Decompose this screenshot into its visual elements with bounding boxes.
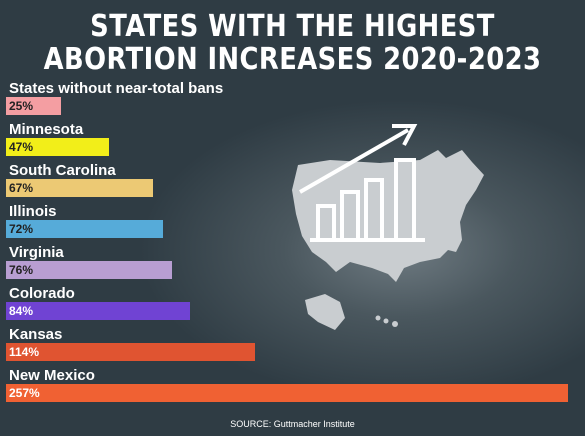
bar-chart-icon [310,158,425,242]
bar [6,302,190,320]
bar [6,384,568,402]
bar [6,220,164,238]
bar [6,97,61,115]
chart-title-line-1: STATES WITH THE HIGHEST [90,9,495,44]
category-label: Illinois [9,203,57,220]
bar-value-label: 76% [9,263,34,277]
alaska-icon [305,294,345,330]
bar [6,261,173,279]
bar-value-label: 257% [9,386,40,400]
up-arrow-icon [299,124,418,194]
source-note: SOURCE: Guttmacher Institute [230,419,355,429]
category-label: South Carolina [9,162,116,179]
category-label: States without near-total bans [9,80,224,97]
hawaii-icon [375,315,398,327]
bar-value-label: 47% [9,140,34,154]
bar [6,343,256,361]
bar [6,138,109,156]
category-label: Colorado [9,285,75,302]
category-label: Minnesota [9,121,84,138]
bar [6,179,153,197]
us-map-icon [292,150,484,282]
category-label: Virginia [9,244,64,261]
bar-value-label: 25% [9,99,34,113]
bar-value-label: 72% [9,222,34,236]
category-label: Kansas [9,326,63,343]
category-label: New Mexico [9,367,95,384]
bar-value-label: 114% [9,345,40,359]
bar-value-label: 67% [9,181,34,195]
bar-value-label: 84% [9,304,34,318]
chart-title-line-2: ABORTION INCREASES 2020-2023 [43,42,542,77]
